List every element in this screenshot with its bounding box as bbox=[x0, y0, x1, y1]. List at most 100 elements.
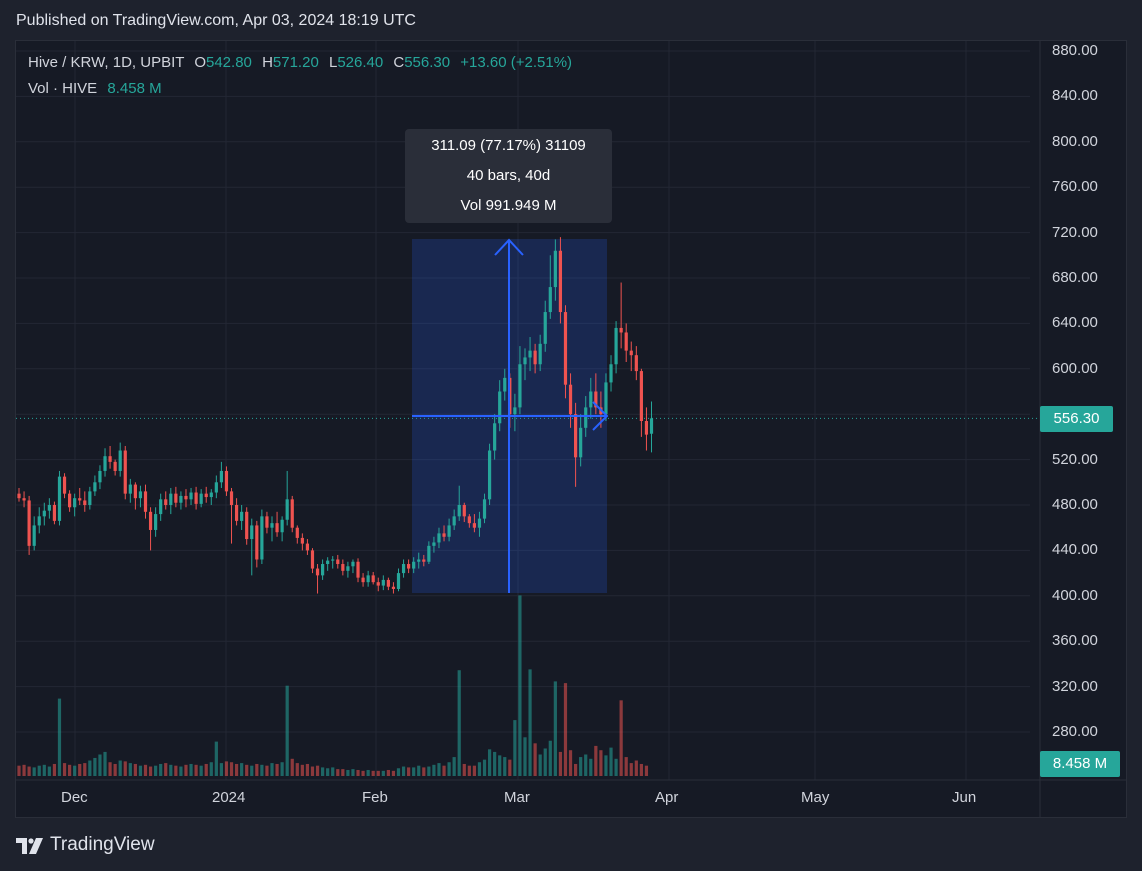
legend-close: 556.30 bbox=[404, 54, 451, 71]
volume-bar bbox=[305, 763, 310, 776]
candle-body bbox=[68, 493, 72, 508]
time-tick-label: Jun bbox=[952, 789, 977, 806]
candle-body bbox=[518, 364, 522, 408]
time-tick-label: Mar bbox=[504, 789, 530, 806]
candle-body bbox=[199, 493, 203, 504]
volume-bar bbox=[310, 766, 315, 776]
candle-body bbox=[639, 371, 643, 422]
volume-bar bbox=[518, 595, 522, 776]
volume-bar bbox=[326, 768, 330, 776]
volume-bar bbox=[270, 763, 274, 776]
volume-bar bbox=[589, 758, 593, 776]
candle-body bbox=[619, 327, 623, 333]
volume-bar bbox=[123, 761, 127, 776]
volume-bar bbox=[629, 763, 633, 776]
volume-bar bbox=[265, 765, 269, 776]
volume-bar bbox=[351, 769, 355, 776]
candle-body bbox=[442, 533, 446, 537]
brand-name: TradingView bbox=[50, 834, 155, 855]
volume-bar bbox=[599, 750, 603, 776]
volume-bar bbox=[184, 764, 188, 776]
candle-body bbox=[300, 537, 304, 544]
candle-body bbox=[154, 514, 158, 530]
volume-bar bbox=[543, 748, 547, 776]
candle-body bbox=[326, 560, 330, 565]
volume-bar bbox=[609, 747, 613, 776]
time-tick-label: 2024 bbox=[212, 789, 246, 806]
volume-bar bbox=[528, 669, 532, 776]
candle-body bbox=[351, 561, 355, 567]
candle-body bbox=[108, 456, 112, 462]
candle-body bbox=[88, 491, 92, 505]
volume-bar bbox=[508, 759, 512, 776]
candle-body bbox=[341, 564, 345, 571]
candle-body bbox=[401, 564, 406, 574]
candle-body bbox=[285, 499, 289, 520]
volume-bar bbox=[437, 763, 441, 776]
price-tick-label: 880.00 bbox=[1052, 42, 1098, 59]
price-tick-label: 680.00 bbox=[1052, 269, 1098, 286]
measure-change: 311.09 (77.17%) 31109 bbox=[431, 137, 586, 154]
candle-body bbox=[219, 470, 223, 483]
candle-body bbox=[477, 518, 482, 528]
volume-bar bbox=[240, 763, 244, 776]
volume-bar bbox=[78, 763, 82, 776]
candle-body bbox=[321, 564, 325, 576]
volume-bar bbox=[634, 760, 638, 776]
candle-body bbox=[73, 498, 77, 508]
price-tick-label: 600.00 bbox=[1052, 359, 1098, 377]
candle-body bbox=[649, 418, 654, 434]
candle-body bbox=[371, 575, 375, 583]
price-tick-label: 800.00 bbox=[1052, 132, 1098, 150]
candle-body bbox=[543, 312, 547, 344]
measure-horizontal-arrowhead bbox=[592, 401, 609, 431]
volume-bar bbox=[118, 760, 122, 776]
time-tick-label: Dec bbox=[61, 789, 88, 806]
candle-body bbox=[503, 377, 507, 392]
volume-bars bbox=[17, 595, 649, 776]
volume-bar bbox=[472, 765, 476, 776]
candle-body bbox=[493, 423, 497, 451]
volume-bar bbox=[169, 764, 173, 776]
volume-legend: Vol · HIVE 8.458 M bbox=[28, 80, 162, 97]
volume-bar bbox=[290, 758, 294, 776]
volume-bar bbox=[204, 763, 208, 776]
candle-body bbox=[624, 332, 628, 351]
candle-body bbox=[194, 492, 198, 504]
volume-bar bbox=[432, 764, 436, 776]
price-tick-label: 440.00 bbox=[1052, 541, 1098, 559]
candle-body bbox=[391, 586, 396, 589]
candle-body bbox=[604, 382, 608, 415]
candle-body bbox=[250, 525, 254, 540]
candle-body bbox=[148, 511, 153, 530]
time-tick-label: Feb bbox=[362, 789, 388, 806]
price-tick-label: 760.00 bbox=[1052, 178, 1098, 196]
price-tick-label: 720.00 bbox=[1052, 223, 1098, 241]
candle-body bbox=[629, 350, 633, 356]
chart-panel[interactable] bbox=[15, 40, 1127, 818]
volume-bar bbox=[513, 720, 517, 776]
candle-body bbox=[209, 492, 213, 498]
volume-bar bbox=[361, 770, 365, 776]
volume-bar bbox=[133, 763, 137, 776]
candle-body bbox=[143, 491, 148, 512]
candle-body bbox=[128, 484, 132, 494]
candle-body bbox=[452, 516, 456, 526]
candle-body bbox=[487, 450, 492, 500]
volume-bar bbox=[346, 769, 350, 776]
volume-bar bbox=[477, 762, 482, 776]
candle-body bbox=[498, 391, 502, 424]
volume-legend-label: Vol · HIVE bbox=[28, 80, 98, 97]
volume-bar bbox=[88, 760, 92, 776]
volume-bar bbox=[584, 754, 588, 776]
volume-bar bbox=[639, 763, 643, 776]
volume-bar bbox=[275, 763, 279, 776]
volume-bar bbox=[336, 769, 340, 776]
time-tick-label: Apr bbox=[655, 789, 679, 806]
volume-bar bbox=[108, 762, 112, 776]
candle-body bbox=[103, 456, 107, 471]
volume-bar bbox=[376, 770, 380, 776]
volume-bar bbox=[412, 767, 416, 776]
candle-body bbox=[386, 579, 390, 587]
